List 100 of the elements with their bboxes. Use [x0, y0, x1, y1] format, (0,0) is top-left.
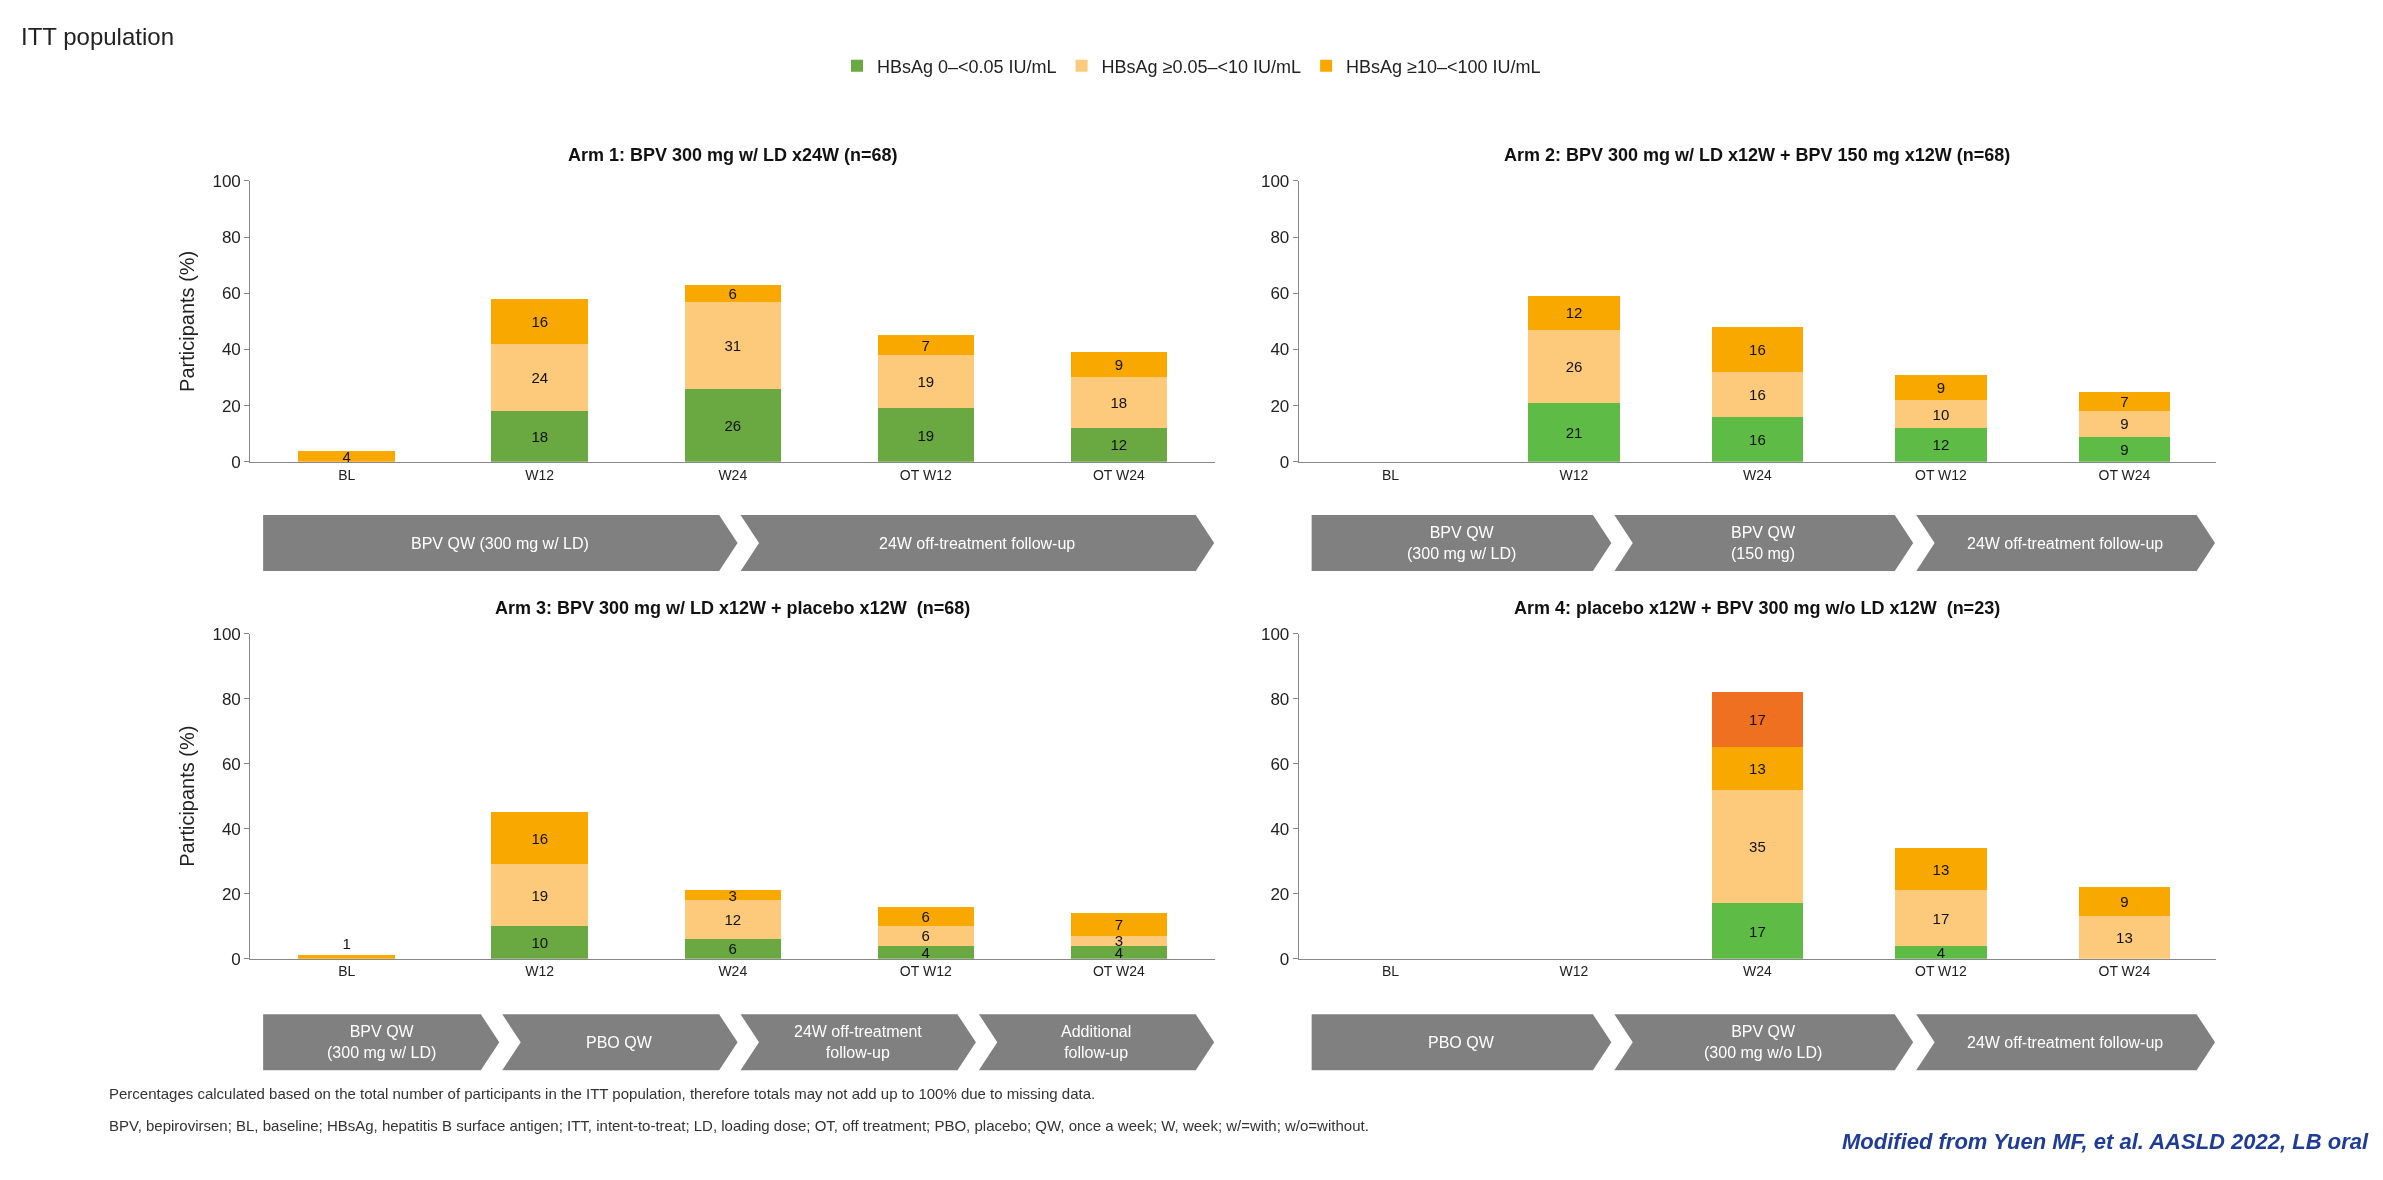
x-tick-label: OT W24: [1092, 963, 1145, 980]
data-label: 12: [1565, 304, 1583, 322]
bar: [1895, 374, 1987, 400]
text: BPV QW (300 mg w/ LD): [327, 1023, 437, 1061]
y-tick-label: 40: [221, 340, 241, 360]
y-tick-label: 60: [221, 284, 241, 304]
x-tick-label: W24: [718, 963, 748, 980]
bar: [684, 284, 782, 302]
y-axis-title: Participants (%): [175, 725, 198, 867]
y-tick-label: 0: [1279, 452, 1290, 472]
chart-title: Arm 4: placebo x12W + BPV 300 mg w/o LD x12W (n=23): [1514, 598, 2001, 618]
data-label: 13: [2116, 929, 2133, 947]
data-label: 12: [1110, 436, 1128, 454]
x-tick-label: OT W24: [2098, 466, 2151, 483]
bar: [1711, 692, 1804, 748]
text: BPV QW (150 mg): [1731, 524, 1796, 562]
legend-label: HBsAg ≥10–<100 IU/mL: [1346, 56, 1541, 77]
data-label: 31: [724, 336, 742, 354]
data-label: 16: [1749, 385, 1766, 403]
text: 24W off-treatment follow-up: [879, 535, 1076, 552]
bar: [1711, 326, 1804, 372]
data-label: 9: [1114, 356, 1123, 374]
bar: [491, 864, 588, 927]
data-label: 6: [921, 927, 930, 945]
bar: [2078, 916, 2171, 959]
data-label: 16: [1749, 430, 1766, 448]
y-tick-label: 100: [1260, 171, 1290, 191]
y-tick-label: 100: [212, 171, 241, 191]
x-tick-label: OT W24: [2098, 963, 2151, 980]
data-label: 4: [1936, 943, 1946, 961]
bar: [1070, 352, 1168, 378]
y-tick-label: 20: [1270, 396, 1290, 416]
data-label: 16: [1749, 340, 1766, 358]
bar: [684, 900, 782, 940]
bar: [684, 388, 782, 462]
bar: [2078, 391, 2171, 412]
x-tick-label: OT W24: [1092, 466, 1145, 483]
data-label: 19: [917, 426, 935, 444]
bar: [298, 955, 395, 959]
data-label: 6: [728, 284, 737, 302]
x-tick-label: OT W12: [1915, 466, 1968, 483]
bar: [1711, 903, 1804, 959]
x-tick-label: OT W12: [899, 466, 952, 483]
y-tick-label: 40: [1270, 819, 1290, 839]
bar: [877, 408, 975, 462]
bar: [2078, 411, 2171, 437]
bar: [1070, 935, 1168, 946]
y-tick-label: 80: [1270, 227, 1290, 247]
text: BPV QW (300 mg w/ LD): [411, 535, 589, 552]
data-label: 9: [2120, 440, 2129, 458]
bar: [1711, 747, 1804, 790]
bar: [1070, 377, 1168, 429]
bar: [1528, 329, 1620, 403]
text: BPV QW (300 mg w/ LD): [1407, 524, 1517, 562]
y-tick-label: 20: [221, 396, 241, 416]
text: Modified from Yuen MF, et al. AASLD 2022, LB oral: [1842, 1129, 2369, 1154]
data-label: 16: [531, 829, 549, 847]
data-label: 1: [342, 935, 351, 953]
data-label: 6: [728, 940, 737, 958]
bar: [1895, 399, 1987, 429]
y-tick-label: 20: [221, 884, 241, 904]
bar: [491, 298, 588, 344]
x-tick-label: BL: [1381, 466, 1400, 483]
text: BPV, bepirovirsen; BL, baseline; HBsAg, hepatitis B surface antigen; ITT, intent-to-treat; LD, loading dose; OT, off treatment; PBO, placebo; QW, once a week; W, week; w/=with; w/o=without.: [109, 1117, 1369, 1134]
bar: [684, 939, 782, 959]
bar: [877, 926, 975, 946]
bar: [491, 812, 588, 865]
data-label: 13: [1932, 860, 1950, 878]
bar: [877, 335, 975, 356]
y-tick-label: 0: [231, 452, 241, 472]
data-label: 17: [1749, 711, 1766, 729]
data-label: 7: [1114, 916, 1123, 934]
y-tick-label: 40: [221, 819, 241, 839]
data-label: 9: [2120, 415, 2129, 433]
legend-label: HBsAg 0–<0.05 IU/mL: [877, 56, 1057, 77]
x-tick-label: W24: [1743, 963, 1773, 980]
data-label: 21: [1565, 423, 1583, 441]
bar: [491, 926, 588, 959]
y-tick-label: 60: [221, 754, 241, 774]
data-label: 19: [531, 886, 549, 904]
chart-title: Arm 3: BPV 300 mg w/ LD x12W + placebo x12W (n=68): [495, 598, 971, 618]
bar: [1711, 371, 1804, 417]
bar: [1895, 428, 1987, 462]
y-tick-label: 20: [1270, 884, 1290, 904]
bar: [1711, 416, 1804, 462]
y-tick-label: 80: [221, 689, 241, 709]
bar: [2078, 887, 2171, 917]
bar: [1070, 428, 1168, 462]
y-tick-label: 80: [1270, 689, 1290, 709]
data-label: 6: [921, 907, 930, 925]
y-tick-label: 0: [231, 949, 241, 969]
text: 24W off-treatment follow-up: [1967, 1034, 2164, 1051]
bar: [877, 355, 975, 409]
y-tick-label: 80: [221, 227, 241, 247]
y-tick-label: 100: [1260, 624, 1290, 644]
data-label: 19: [917, 373, 935, 391]
data-label: 10: [1932, 405, 1950, 423]
y-tick-label: 0: [1279, 949, 1290, 969]
data-label: 17: [1932, 909, 1950, 927]
text: Additional follow-up: [1061, 1023, 1132, 1061]
